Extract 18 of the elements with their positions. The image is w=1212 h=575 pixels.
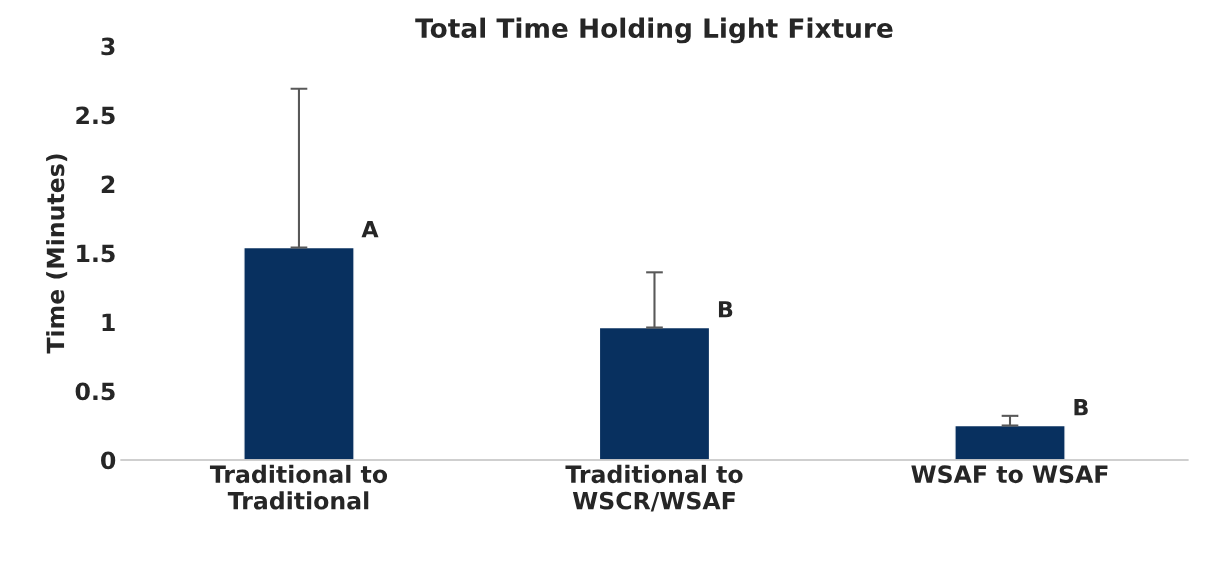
y-tick-label: 2 <box>101 175 115 193</box>
chart-title: Total Time Holding Light Fixture <box>415 17 893 44</box>
annotation: B <box>718 301 733 318</box>
bar <box>954 424 1066 460</box>
y-tick-label: 1.5 <box>77 244 115 263</box>
y-tick-label: 0.5 <box>75 382 115 401</box>
x-tick-label: Traditional to WSCR/WSAF <box>565 464 743 512</box>
bar <box>598 326 711 460</box>
y-tick-label: 1 <box>102 313 115 331</box>
x-tick-label: WSAF to WSAF <box>911 465 1108 484</box>
y-axis-title: Time (Minutes) <box>46 154 68 354</box>
y-tick-label: 2.5 <box>76 106 115 125</box>
y-tick-label: 3 <box>101 37 115 56</box>
y-tick-label: 0 <box>101 451 116 470</box>
annotation: A <box>361 221 379 238</box>
bar <box>243 246 355 460</box>
x-tick-label: Traditional to Traditional <box>209 464 388 510</box>
annotation: B <box>1074 399 1088 416</box>
